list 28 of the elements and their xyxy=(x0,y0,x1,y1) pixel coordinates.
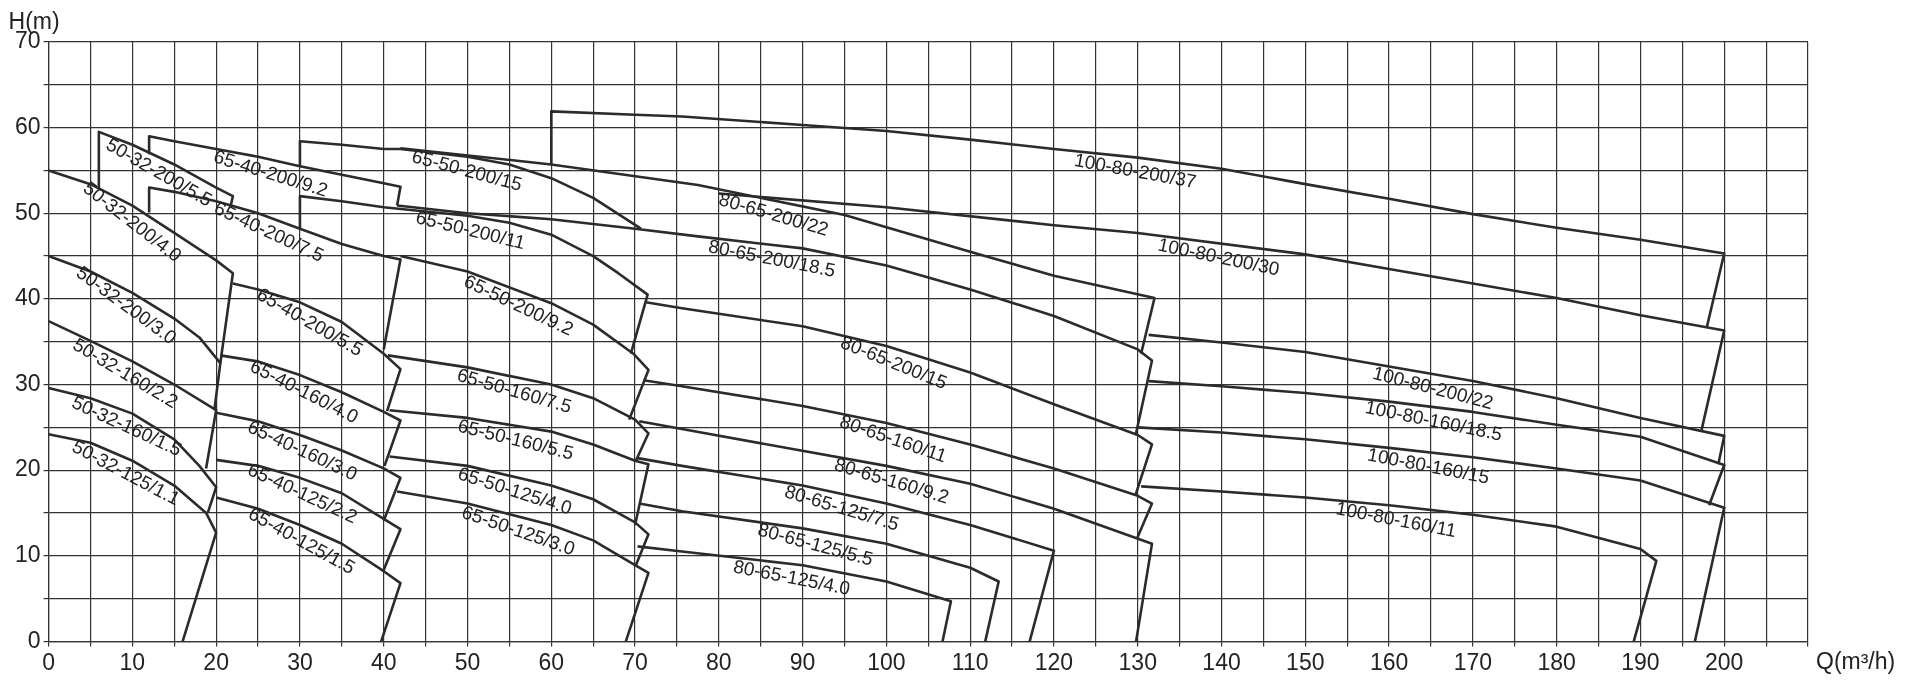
y-tick-label: 10 xyxy=(14,541,41,568)
x-tick-label: 150 xyxy=(1286,648,1325,675)
x-tick-label: 60 xyxy=(538,648,565,675)
x-tick-label: 170 xyxy=(1453,648,1493,675)
x-tick-label: 50 xyxy=(454,648,481,675)
y-tick-label: 50 xyxy=(14,198,41,225)
x-tick-label: 180 xyxy=(1537,648,1576,675)
x-tick-label: 110 xyxy=(951,648,989,675)
x-tick-label: 120 xyxy=(1034,648,1074,675)
x-tick-label: 200 xyxy=(1705,648,1744,675)
x-tick-label: 190 xyxy=(1621,648,1660,675)
x-tick-label: 160 xyxy=(1369,648,1409,675)
x-tick-label: 100 xyxy=(867,648,906,675)
y-tick-label: 60 xyxy=(14,112,41,139)
x-tick-label: 40 xyxy=(370,648,397,675)
x-tick-label: 10 xyxy=(119,648,146,675)
x-tick-label: 20 xyxy=(203,648,229,675)
x-tick-label: 130 xyxy=(1118,648,1157,675)
y-tick-label: 30 xyxy=(14,369,41,396)
x-axis-title: Q(m³/h) xyxy=(1816,648,1896,675)
y-tick-label: 0 xyxy=(27,626,41,653)
y-tick-label: 20 xyxy=(14,455,41,482)
x-tick-label: 90 xyxy=(789,648,816,675)
x-tick-label: 70 xyxy=(622,648,648,675)
x-tick-label: 30 xyxy=(287,648,313,675)
x-tick-label: 80 xyxy=(706,648,732,675)
x-tick-label: 140 xyxy=(1202,648,1241,675)
y-tick-label: 40 xyxy=(14,284,41,311)
